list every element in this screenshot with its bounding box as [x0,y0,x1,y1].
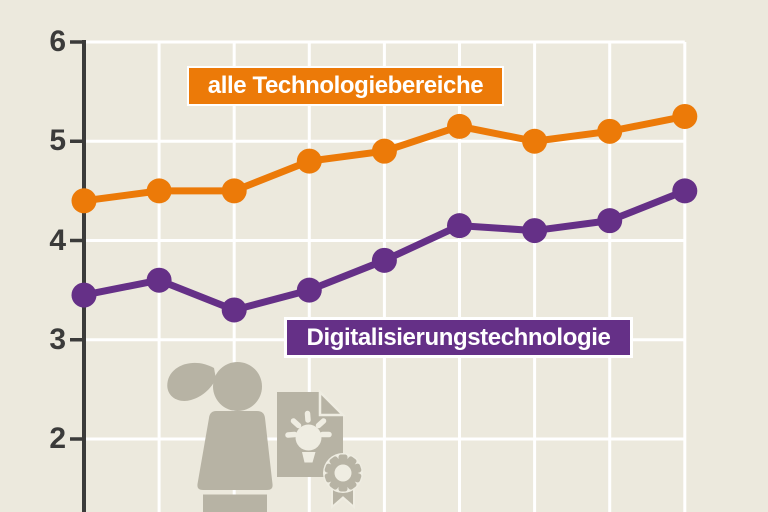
series-label-digitalisierungstechnologie: Digitalisierungstechnologie [284,317,633,358]
data-point-alle [672,103,698,129]
dress-shape [197,411,273,490]
y-axis-tick-label: 6 [49,25,66,58]
legs-shape [203,494,267,512]
data-point-digital [672,178,698,204]
data-point-alle [522,128,548,154]
lightbulb-rays [285,410,332,438]
data-point-digital [447,213,472,239]
woman-silhouette-icon [167,362,273,512]
rosette-cog [324,454,362,492]
certificate-lightbulb-icon [277,388,347,477]
y-axis-tick-label: 2 [49,422,66,455]
award-ribbon-icon [323,453,363,510]
y-axis-tick-label: 3 [49,322,66,356]
data-point-digital [597,208,623,234]
data-point-digital [146,267,172,293]
data-point-digital [221,297,247,323]
data-point-alle [221,178,247,204]
data-point-alle [371,138,397,164]
data-point-alle [146,178,172,204]
data-point-digital [296,277,322,303]
ponytail-shape [167,362,216,401]
data-point-digital [371,247,397,273]
lightbulb-icon [295,424,322,451]
lightbulb-base [302,452,316,463]
data-point-digital [522,218,548,244]
document-fold-corner [318,388,347,417]
data-point-alle [447,113,472,139]
head-shape [213,362,262,411]
axis-layer [70,40,86,512]
data-point-alle [71,188,97,214]
grid-layer [84,40,687,512]
y-axis-tick-label: 5 [49,124,66,158]
data-point-alle [597,118,623,144]
y-axis-tick-label: 4 [49,223,66,257]
data-point-digital [71,282,97,308]
series-layer [71,103,698,323]
data-point-alle [296,148,322,174]
series-label-alle-technologiebereiche: alle Technologiebereiche [187,66,504,106]
